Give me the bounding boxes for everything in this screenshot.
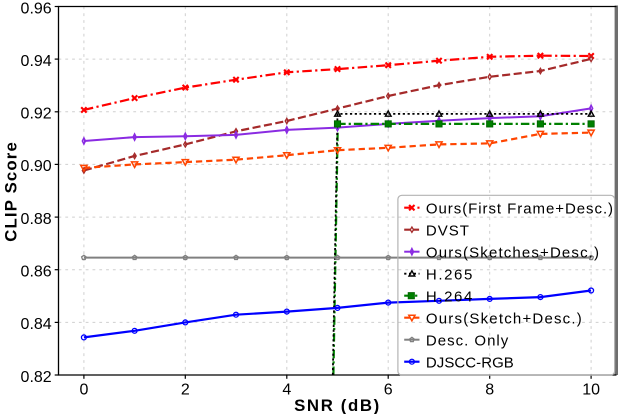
svg-text:2: 2 <box>181 382 190 399</box>
svg-text:Desc. Only: Desc. Only <box>426 333 509 350</box>
svg-text:H.264: H.264 <box>426 289 474 306</box>
svg-text:0.82: 0.82 <box>21 369 52 386</box>
svg-text:Ours(First Frame+Desc.): Ours(First Frame+Desc.) <box>426 201 614 218</box>
svg-text:6: 6 <box>384 382 393 399</box>
svg-text:CLIP Score: CLIP Score <box>2 141 21 242</box>
svg-text:DJSCC-RGB: DJSCC-RGB <box>426 355 514 372</box>
svg-text:0.86: 0.86 <box>21 264 52 281</box>
svg-text:0: 0 <box>79 382 88 399</box>
svg-text:0.88: 0.88 <box>21 211 52 228</box>
svg-text:0.90: 0.90 <box>21 158 52 175</box>
svg-text:H.265: H.265 <box>426 267 474 284</box>
svg-text:8: 8 <box>485 382 494 399</box>
svg-text:0.96: 0.96 <box>21 0 52 17</box>
svg-text:Ours(Sketches+Desc.): Ours(Sketches+Desc.) <box>426 245 600 262</box>
svg-text:10: 10 <box>582 382 600 399</box>
svg-text:0.84: 0.84 <box>21 316 52 333</box>
svg-text:0.94: 0.94 <box>21 53 52 70</box>
svg-text:0.92: 0.92 <box>21 106 52 123</box>
svg-text:4: 4 <box>282 382 291 399</box>
svg-text:Ours(Sketch+Desc.): Ours(Sketch+Desc.) <box>426 311 583 328</box>
svg-text:SNR (dB): SNR (dB) <box>294 396 381 414</box>
svg-text:DVST: DVST <box>426 223 470 240</box>
